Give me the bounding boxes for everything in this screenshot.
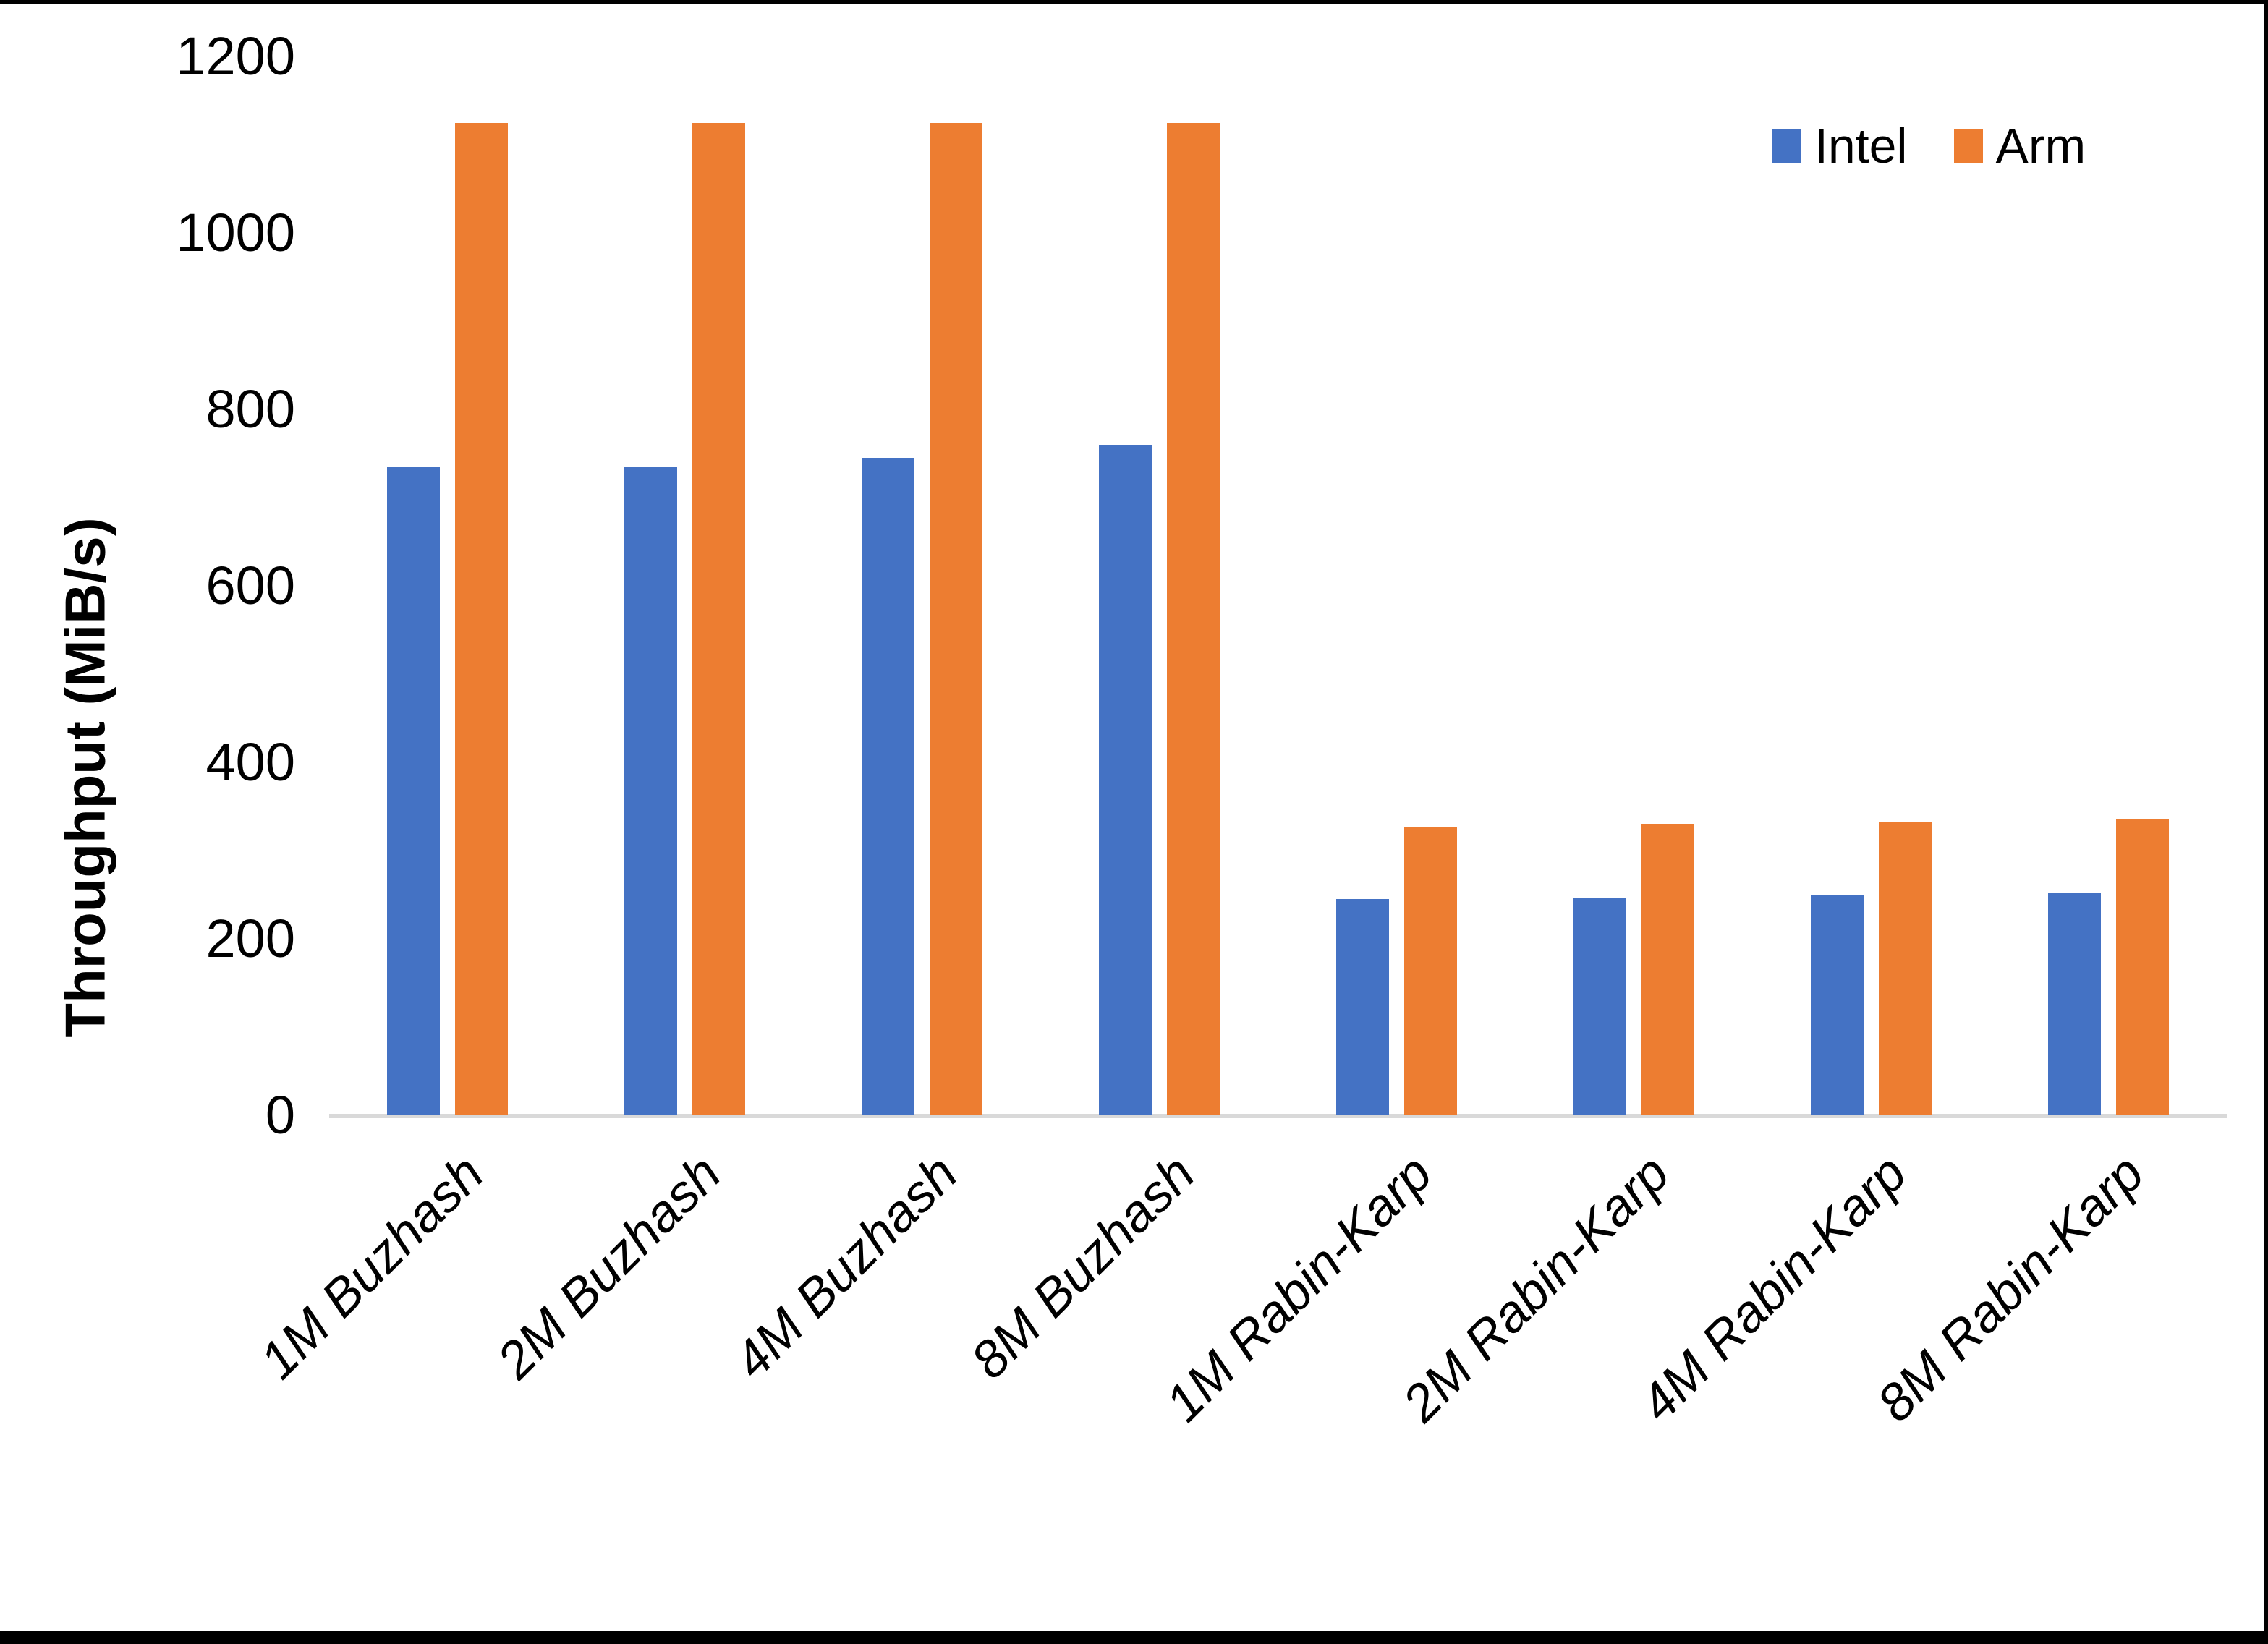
y-tick-label-400: 400 <box>205 732 295 792</box>
bar-intel-8m-rabin-karp <box>2047 893 2101 1115</box>
bar-arm-4m-buzhash <box>930 122 983 1115</box>
legend-label-intel: Intel <box>1814 119 1908 174</box>
bar-arm-1m-buzhash <box>455 122 509 1115</box>
x-label-1m-buzhash: 1M Buzhash <box>248 1144 495 1390</box>
x-label-2m-buzhash: 2M Buzhash <box>485 1144 732 1390</box>
bar-intel-4m-buzhash <box>862 458 915 1115</box>
y-tick-label-0: 0 <box>265 1085 295 1145</box>
y-tick-label-800: 800 <box>205 379 295 439</box>
y-tick-label-1200: 1200 <box>176 26 295 86</box>
bar-arm-2m-buzhash <box>692 122 746 1115</box>
x-label-8m-buzhash: 8M Buzhash <box>960 1144 1207 1390</box>
bar-intel-4m-rabin-karp <box>1810 895 1864 1115</box>
bar-intel-1m-rabin-karp <box>1335 899 1389 1115</box>
bar-arm-4m-rabin-karp <box>1878 821 1932 1115</box>
x-label-4m-buzhash: 4M Buzhash <box>723 1144 969 1390</box>
legend: Intel Arm <box>1772 122 2086 171</box>
legend-label-arm: Arm <box>1995 119 2086 174</box>
bar-intel-2m-rabin-karp <box>1573 897 1626 1115</box>
legend-item-intel: Intel <box>1772 122 1908 171</box>
bar-intel-2m-buzhash <box>624 467 678 1115</box>
legend-swatch-arm <box>1953 129 1983 163</box>
bar-arm-2m-rabin-karp <box>1641 824 1694 1115</box>
bar-arm-8m-buzhash <box>1167 122 1220 1115</box>
frame-border-bottom <box>0 1631 2268 1644</box>
frame-border-top <box>0 0 2268 4</box>
y-tick-label-1000: 1000 <box>176 203 295 263</box>
bar-intel-1m-buzhash <box>387 467 441 1115</box>
frame-border-right <box>2264 0 2268 1644</box>
legend-item-arm: Arm <box>1953 119 2086 174</box>
y-tick-label-200: 200 <box>205 908 295 968</box>
bar-arm-1m-rabin-karp <box>1403 827 1457 1115</box>
x-axis-line <box>329 1114 2227 1118</box>
legend-swatch-intel <box>1772 129 1801 163</box>
y-tick-label-600: 600 <box>205 555 295 616</box>
bar-intel-8m-buzhash <box>1099 444 1152 1115</box>
bar-arm-8m-rabin-karp <box>2115 819 2169 1115</box>
